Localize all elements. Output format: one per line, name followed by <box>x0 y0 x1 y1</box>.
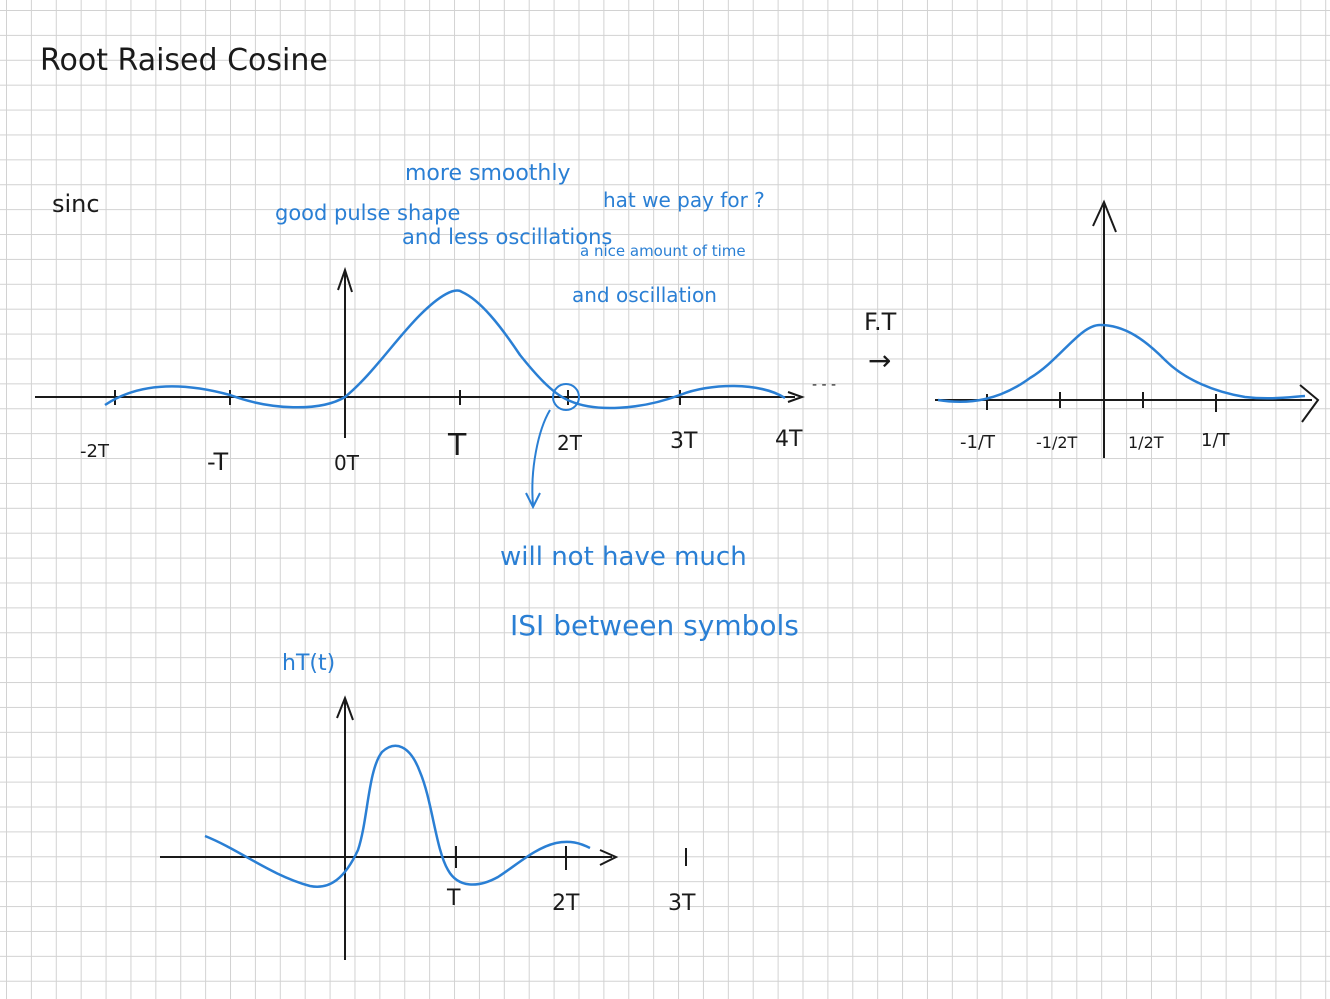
tick-label-2t: 2T <box>557 431 583 455</box>
annotation-arrowhead <box>525 492 541 510</box>
page-title: Root Raised Cosine <box>40 43 328 78</box>
frequency-plot: -1/T -1/2T 1/2T 1/T <box>935 199 1320 458</box>
freq-tick-marks <box>986 392 1217 412</box>
tick-label-minus-2t: -2T <box>80 441 110 462</box>
bottom-tick-label-3t: 3T <box>668 891 696 916</box>
ht-waveform <box>204 744 591 888</box>
note-good-pulse-shape: good pulse shape <box>275 201 460 225</box>
sinc-waveform <box>104 289 786 410</box>
freq-tick-label-minus-1-over-2t: -1/2T <box>1036 433 1078 452</box>
bottom-time-plot: T 2T 3T <box>160 695 696 960</box>
annotation-arrow-line <box>531 409 551 506</box>
tick-label-0t: 0T <box>334 451 360 475</box>
note-and-less-oscillations: and less oscillations <box>402 225 612 249</box>
bottom-tick-label-t: T <box>446 886 461 911</box>
note-more-smoothly: more smoothly <box>405 161 571 186</box>
note-and-oscillation: and oscillation <box>572 283 717 307</box>
freq-y-axis-arrowhead <box>1092 199 1117 233</box>
ft-arrow: → <box>868 344 891 377</box>
note-isi-between-symbols: ISI between symbols <box>510 609 799 642</box>
freq-tick-label-1-over-t: 1/T <box>1201 430 1231 451</box>
zero-crossing-circle <box>552 383 580 411</box>
bottom-x-axis-arrowhead <box>599 849 619 866</box>
top-y-axis-arrowhead <box>337 266 353 293</box>
freq-tick-label-minus-1-over-t: -1/T <box>960 432 996 453</box>
ht-label: hT(t) <box>282 651 335 676</box>
bottom-tick-label-2t: 2T <box>552 891 580 916</box>
tick-label-minus-t: -T <box>207 448 228 476</box>
freq-x-axis-arrowhead <box>1299 384 1320 423</box>
note-will-not-have-much: will not have much <box>500 542 747 572</box>
note-nice-amount-of-time: a nice amount of time <box>580 242 746 260</box>
tick-label-t: T <box>447 428 467 463</box>
tick-label-4t: 4T <box>775 427 803 452</box>
sinc-label: sinc <box>52 190 100 218</box>
ft-label: F.T <box>864 308 897 336</box>
axis-continuation: - - - <box>812 377 836 393</box>
note-what-we-pay-for: hat we pay for ? <box>603 188 765 212</box>
spectrum-curve <box>937 323 1306 403</box>
freq-tick-label-1-over-2t: 1/2T <box>1128 433 1164 452</box>
top-x-axis-arrowhead <box>787 391 805 403</box>
bottom-tick-marks <box>455 846 687 870</box>
tick-label-3t: 3T <box>670 429 698 454</box>
top-tick-marks <box>114 390 681 405</box>
top-time-plot: - - - -2T -T 0T T 2T 3T 4T <box>35 266 836 510</box>
bottom-y-axis-arrowhead <box>336 695 354 721</box>
